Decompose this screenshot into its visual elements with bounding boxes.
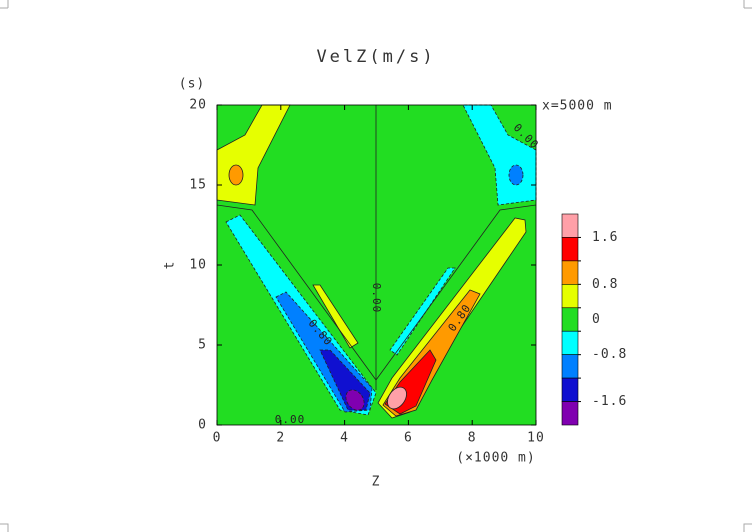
y-axis-label: t [163,261,178,270]
colorbar-box [561,260,579,285]
annotation: x=5000 m [542,99,613,114]
colorbar-box [561,284,579,309]
colorbar-tick-label: 0.8 [592,277,618,292]
x-tick-label: 0 [213,431,222,446]
contour-label: 0.00 [275,413,306,426]
x-tick-label: 10 [527,431,545,446]
colorbar-tick-label: 0 [592,312,601,327]
x-tick-label: 4 [340,431,349,446]
colorbar-box [561,330,579,355]
contour-field [216,104,537,426]
y-tick-label: 10 [189,258,207,273]
colorbar-box [561,354,579,379]
colorbar-box [561,377,579,402]
x-tick-label: 2 [276,431,285,446]
x-tick-label: 6 [404,431,413,446]
y-tick-label: 15 [189,178,207,193]
colorbar-box [561,237,579,262]
x-tick-label: 8 [468,431,477,446]
y-tick-label: 5 [198,338,207,353]
x-unit: (×1000 m) [456,451,535,466]
x-axis-label: Z [372,475,381,490]
colorbar-box [561,307,579,332]
y-unit: (s) [179,77,205,92]
y-tick-label: 20 [189,98,207,113]
colorbar-tick-label: -1.6 [592,394,627,409]
colorbar-box [561,401,579,426]
colorbar-tick-label: 1.6 [592,230,618,245]
chart-title: VelZ(m/s) [316,47,435,67]
y-tick-label: 0 [198,418,207,433]
contour-label: 0.00 [370,283,383,314]
colorbar-tick-label: -0.8 [592,347,627,362]
colorbar-box [561,213,579,238]
